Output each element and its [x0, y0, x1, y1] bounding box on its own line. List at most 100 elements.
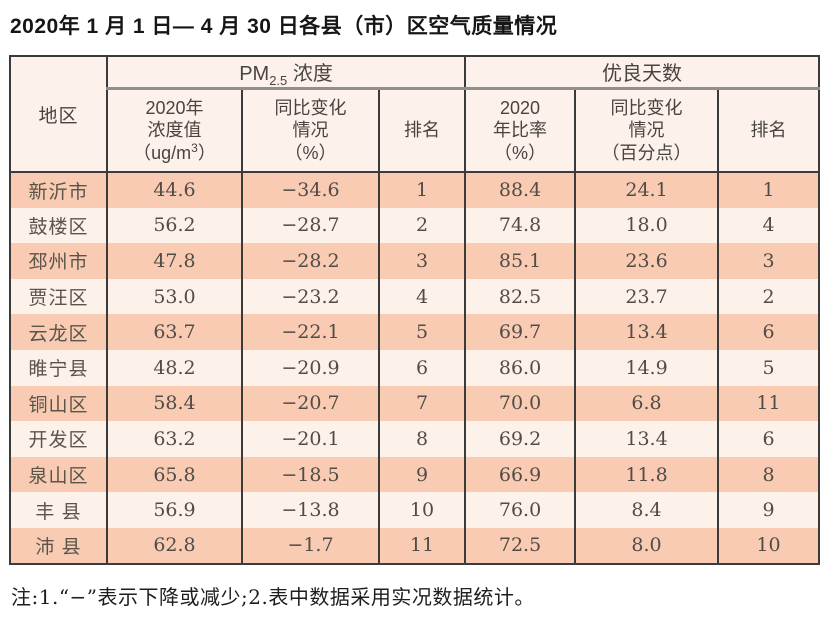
- region-cell: 铜山区: [9, 385, 107, 422]
- region-cell: 贾汪区: [9, 278, 107, 315]
- pm-change-cell: −20.1: [241, 421, 379, 457]
- good-change-cell: 23.7: [574, 278, 719, 315]
- table-row: 睢宁县 48.2 −20.9 6 86.0 14.9 5: [9, 349, 820, 386]
- good-rank-cell: 1: [717, 172, 820, 208]
- good-ratio-cell: 69.2: [464, 421, 576, 457]
- good-rank-cell: 9: [717, 492, 820, 528]
- good-rank-cell: 3: [717, 243, 820, 279]
- pm-change-cell: −34.6: [241, 172, 379, 208]
- good-change-cell: 24.1: [574, 172, 719, 208]
- table-row: 丰 县 56.9 −13.8 10 76.0 8.4 9: [9, 492, 820, 528]
- good-rank-cell: 8: [717, 456, 820, 493]
- pm-value-cell: 63.2: [106, 421, 242, 457]
- pm-value-cell: 63.7: [106, 314, 242, 350]
- air-quality-table: 地区 PM2.5 浓度 优良天数 2020年 浓度值 （ug/m3） 同比变化 …: [9, 55, 821, 565]
- good-ratio-cell: 82.5: [464, 278, 576, 315]
- cubic-superscript: 3: [191, 140, 198, 155]
- good-change-cell: 14.9: [574, 349, 719, 386]
- good-change-cell: 11.8: [574, 456, 719, 493]
- good-change-cell: 13.4: [574, 421, 719, 457]
- pm-change-cell: −20.7: [241, 385, 379, 422]
- region-cell: 沛 县: [9, 527, 107, 564]
- pm-rank-cell: 7: [377, 385, 466, 422]
- region-cell: 邳州市: [9, 243, 107, 279]
- good-rank-cell: 4: [717, 207, 820, 244]
- pm-rank-cell: 4: [377, 278, 466, 315]
- region-cell: 开发区: [9, 421, 107, 457]
- region-cell: 新沂市: [9, 172, 107, 208]
- pm-rank-cell: 3: [377, 243, 466, 279]
- region-cell: 丰 县: [9, 492, 107, 528]
- pm-value-cell: 44.6: [106, 172, 242, 208]
- good-rank-cell: 10: [717, 527, 820, 564]
- good-rank-cell: 6: [717, 421, 820, 457]
- pm-rank-cell: 2: [377, 207, 466, 244]
- table-row: 云龙区 63.7 −22.1 5 69.7 13.4 6: [9, 314, 820, 350]
- pm-value-cell: 65.8: [106, 456, 242, 493]
- table-row: 铜山区 58.4 −20.7 7 70.0 6.8 11: [9, 385, 820, 422]
- pm-value-cell: 47.8: [106, 243, 242, 279]
- table-row: 泉山区 65.8 −18.5 9 66.9 11.8 8: [9, 456, 820, 493]
- pm-rank-cell: 9: [377, 456, 466, 493]
- pm25-subscript: 2.5: [269, 73, 288, 88]
- pm-rank-cell: 8: [377, 421, 466, 457]
- header-group-row: 地区 PM2.5 浓度 优良天数: [9, 56, 820, 173]
- good-ratio-cell: 85.1: [464, 243, 576, 279]
- good-change-cell: 6.8: [574, 385, 719, 422]
- good-rank-cell: 2: [717, 278, 820, 315]
- region-cell: 睢宁县: [9, 349, 107, 386]
- good-ratio-column-header: 2020 年比率 （%）: [464, 88, 576, 173]
- good-rank-cell: 6: [717, 314, 820, 350]
- pm-rank-cell: 11: [377, 527, 466, 564]
- region-cell: 鼓楼区: [9, 207, 107, 244]
- good-change-cell: 23.6: [574, 243, 719, 279]
- pm-change-cell: −20.9: [241, 349, 379, 386]
- table-row: 鼓楼区 56.2 −28.7 2 74.8 18.0 4: [9, 207, 820, 244]
- pm-change-cell: −23.2: [241, 278, 379, 315]
- table-body: 新沂市 44.6 −34.6 1 88.4 24.1 1 鼓楼区 56.2 −28.7 2 74.8 1…: [9, 172, 820, 564]
- good-ratio-cell: 70.0: [464, 385, 576, 422]
- pm-value-cell: 48.2: [106, 349, 242, 386]
- pm-rank-cell: 10: [377, 492, 466, 528]
- good-rank-cell: 5: [717, 349, 820, 386]
- good-ratio-cell: 76.0: [464, 492, 576, 528]
- pm-change-cell: −18.5: [241, 456, 379, 493]
- good-change-cell: 8.0: [574, 527, 719, 564]
- region-cell: 泉山区: [9, 456, 107, 493]
- good-ratio-cell: 88.4: [464, 172, 576, 208]
- pm-change-cell: −1.7: [241, 527, 379, 564]
- pm-value-cell: 53.0: [106, 278, 242, 315]
- good-ratio-cell: 72.5: [464, 527, 576, 564]
- page-title: 2020年 1 月 1 日— 4 月 30 日各县（市）区空气质量情况: [10, 15, 558, 38]
- good-ratio-cell: 69.7: [464, 314, 576, 350]
- pm25-group-header: PM2.5 浓度: [105, 56, 466, 90]
- pm-value-cell: 56.2: [106, 207, 242, 244]
- good-ratio-cell: 74.8: [464, 207, 576, 244]
- good-days-group-header: 优良天数: [464, 56, 820, 90]
- pm-rank-cell: 5: [377, 314, 466, 350]
- good-change-cell: 18.0: [574, 207, 719, 244]
- pm-rank-cell: 1: [377, 172, 466, 208]
- table-row: 邳州市 47.8 −28.2 3 85.1 23.6 3: [9, 243, 820, 279]
- pm-value-cell: 62.8: [106, 527, 242, 564]
- table-row: 贾汪区 53.0 −23.2 4 82.5 23.7 2: [9, 278, 820, 315]
- footnote: 注:1.“−”表示下降或减少;2.表中数据采用实况数据统计。: [11, 584, 535, 609]
- good-ratio-cell: 66.9: [464, 456, 576, 493]
- region-cell: 云龙区: [9, 314, 107, 350]
- region-column-header: 地区: [9, 56, 107, 173]
- table-row: 新沂市 44.6 −34.6 1 88.4 24.1 1: [9, 172, 820, 208]
- pm-rank-cell: 6: [377, 349, 466, 386]
- pm-change-column-header: 同比变化 情况 （%）: [241, 88, 379, 173]
- good-change-cell: 13.4: [574, 314, 719, 350]
- table-row: 沛 县 62.8 −1.7 11 72.5 8.0 10: [9, 527, 820, 564]
- pm-value-cell: 56.9: [106, 492, 242, 528]
- pm-change-cell: −22.1: [241, 314, 379, 350]
- pm-change-cell: −28.2: [241, 243, 379, 279]
- pm-rank-column-header: 排名: [377, 88, 466, 173]
- good-change-cell: 8.4: [574, 492, 719, 528]
- table-header: 地区 PM2.5 浓度 优良天数 2020年 浓度值 （ug/m3） 同比变化 …: [9, 56, 820, 173]
- pm-value-column-header: 2020年 浓度值 （ug/m3）: [106, 88, 242, 173]
- good-change-column-header: 同比变化 情况 （百分点）: [574, 88, 719, 173]
- good-rank-cell: 11: [717, 385, 820, 422]
